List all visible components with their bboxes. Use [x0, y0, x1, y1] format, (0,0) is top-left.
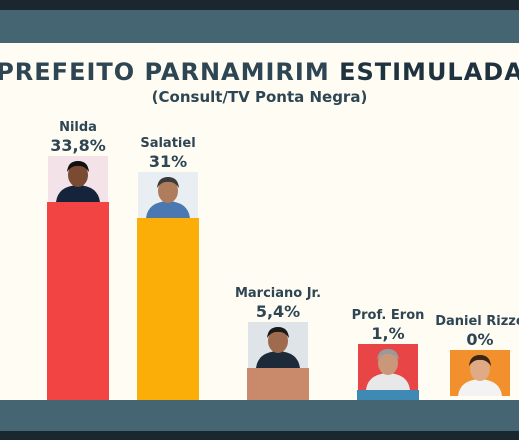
- chart-title-emphasis: ESTIMULADA: [339, 58, 519, 86]
- bar-prof-eron: [357, 390, 419, 400]
- category-label-prof-eron: Prof. Eron: [351, 308, 425, 323]
- value-label-prof-eron: 1,%: [371, 324, 405, 343]
- chart-title-prefix: PREFEITO PARNAMIRIM: [0, 58, 340, 86]
- candidate-photo-prof-eron: [358, 344, 418, 390]
- category-label-daniel-rizzo: Daniel Rizzo: [435, 314, 519, 329]
- bar-marciano-jr: [247, 368, 309, 400]
- candidate-photo-nilda: [48, 156, 108, 202]
- value-label-nilda: 33,8%: [50, 136, 106, 155]
- candidate-photo-salatiel: [138, 172, 198, 219]
- value-label-daniel-rizzo: 0%: [466, 330, 494, 349]
- bottom-band: [0, 400, 519, 431]
- candidate-photo-daniel-rizzo: [450, 350, 510, 396]
- bar-salatiel: [137, 218, 199, 400]
- candidate-photo-marciano-jr: [248, 322, 308, 369]
- bar-nilda: [47, 202, 109, 400]
- value-label-salatiel: 31%: [148, 152, 188, 172]
- category-label-nilda: Nilda: [59, 120, 97, 135]
- chart-subtitle: (Consult/TV Ponta Negra): [151, 88, 368, 106]
- category-label-salatiel: Salatiel: [140, 136, 196, 152]
- top-band: [0, 10, 519, 43]
- category-label-marciano-jr: Marciano Jr.: [234, 286, 322, 302]
- value-label-marciano-jr: 5,4%: [255, 302, 301, 322]
- chart-title: PREFEITO PARNAMIRIM ESTIMULADA: [0, 58, 519, 86]
